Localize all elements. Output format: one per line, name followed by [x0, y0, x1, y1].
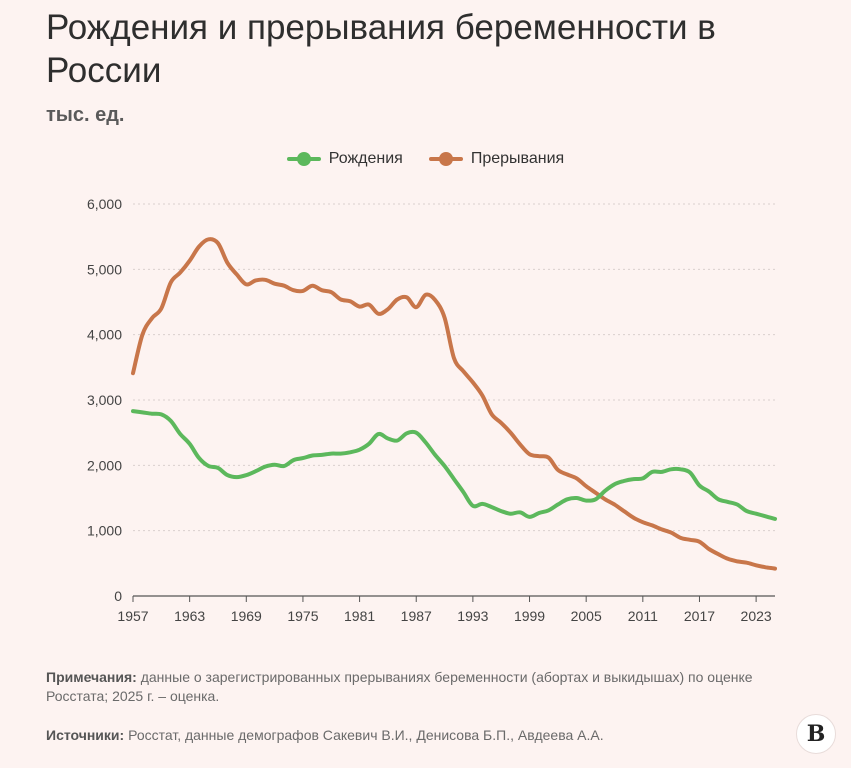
- x-tick-label: 1957: [117, 608, 148, 624]
- y-tick-label: 5,000: [87, 261, 122, 277]
- legend-item-abortions: Прерывания: [428, 150, 565, 168]
- x-tick-label: 1963: [174, 608, 205, 624]
- x-tick-label: 2017: [684, 608, 715, 624]
- series-line-abortions: [131, 237, 777, 571]
- notes-text: данные о зарегистрированных прерываниях …: [46, 669, 753, 704]
- x-tick-label: 2023: [741, 608, 772, 624]
- y-tick-label: 1,000: [87, 523, 122, 539]
- vedomosti-logo: В: [796, 714, 836, 754]
- x-tick-label: 1999: [514, 608, 545, 624]
- y-tick-label: 0: [114, 588, 122, 604]
- x-tick-label: 1969: [231, 608, 262, 624]
- y-tick-label: 6,000: [87, 196, 122, 212]
- legend-swatch-abortions: [428, 152, 463, 166]
- sources-text: Росстат, данные демографов Сакевич В.И.,…: [128, 727, 604, 743]
- x-tick-label: 1987: [401, 608, 432, 624]
- legend-item-births: Рождения: [286, 150, 403, 168]
- y-tick-label: 4,000: [87, 327, 122, 343]
- notes-label: Примечания:: [46, 669, 137, 685]
- y-tick-label: 3,000: [87, 392, 122, 408]
- legend-swatch-births: [286, 152, 321, 166]
- legend-label-abortions: Прерывания: [470, 150, 565, 167]
- sources-label: Источники:: [46, 727, 125, 743]
- legend-label-births: Рождения: [328, 150, 403, 167]
- series-line-births: [131, 409, 777, 521]
- notes: Примечания: данные о зарегистрированных …: [46, 668, 806, 706]
- chart-title: Рождения и прерывания беременности в Рос…: [46, 8, 716, 90]
- legend: Рождения Прерывания: [0, 150, 851, 168]
- x-tick-label: 1975: [287, 608, 318, 624]
- y-tick-label: 2,000: [87, 457, 122, 473]
- x-tick-label: 1993: [457, 608, 488, 624]
- x-tick-label: 2011: [628, 608, 658, 624]
- sources: Источники: Росстат, данные демографов Са…: [46, 726, 746, 745]
- line-chart: 0 1,000 2,000 3,000 4,000 5,000 6,000 1957 1963 1…: [87, 196, 777, 624]
- units-label: тыс. ед.: [46, 104, 125, 126]
- x-tick-label: 2005: [571, 608, 602, 624]
- x-tick-label: 1981: [344, 608, 375, 624]
